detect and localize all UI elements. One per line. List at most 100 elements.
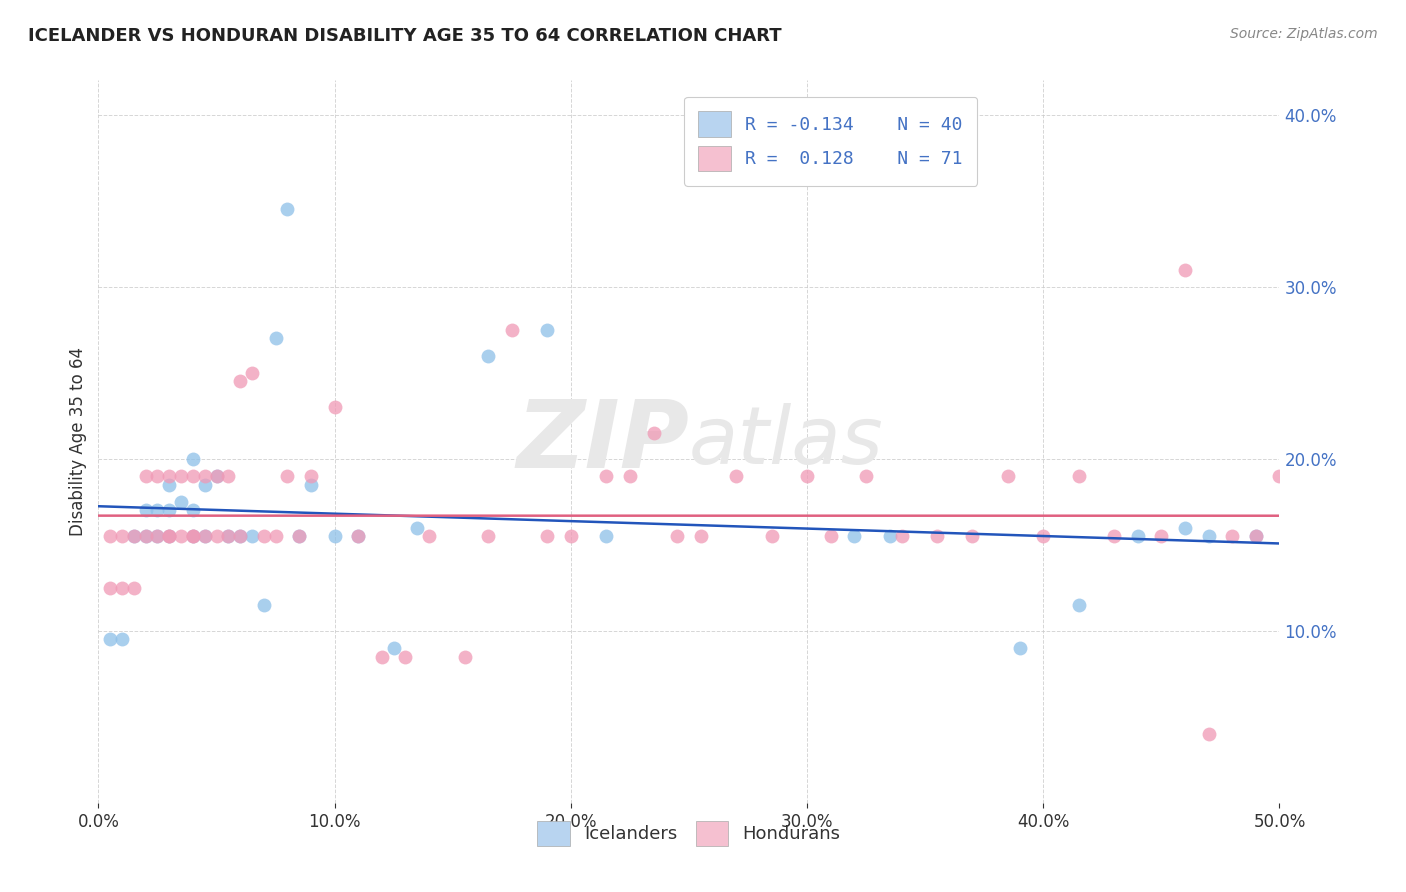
- Hondurans: [122, 529, 145, 543]
- Hondurans: [855, 469, 877, 483]
- Hondurans: [323, 400, 346, 414]
- Icelanders: [181, 451, 204, 466]
- Icelanders: [157, 529, 180, 543]
- Hondurans: [157, 469, 180, 483]
- Hondurans: [796, 469, 818, 483]
- Hondurans: [820, 529, 842, 543]
- Icelanders: [146, 529, 169, 543]
- Icelanders: [205, 469, 228, 483]
- Icelanders: [217, 529, 239, 543]
- Hondurans: [1032, 529, 1054, 543]
- Icelanders: [135, 503, 157, 517]
- Icelanders: [98, 632, 121, 647]
- Icelanders: [844, 529, 866, 543]
- Icelanders: [1008, 640, 1031, 655]
- Hondurans: [453, 649, 475, 664]
- Icelanders: [122, 529, 145, 543]
- Hondurans: [205, 469, 228, 483]
- Icelanders: [536, 323, 558, 337]
- Icelanders: [1174, 520, 1197, 534]
- Hondurans: [1292, 529, 1315, 543]
- Icelanders: [347, 529, 370, 543]
- Hondurans: [181, 469, 204, 483]
- Icelanders: [382, 640, 405, 655]
- Hondurans: [1174, 262, 1197, 277]
- Icelanders: [135, 529, 157, 543]
- Hondurans: [1339, 529, 1361, 543]
- Hondurans: [276, 469, 298, 483]
- Hondurans: [181, 529, 204, 543]
- Hondurans: [1150, 529, 1173, 543]
- Hondurans: [135, 469, 157, 483]
- Text: ICELANDER VS HONDURAN DISABILITY AGE 35 TO 64 CORRELATION CHART: ICELANDER VS HONDURAN DISABILITY AGE 35 …: [28, 27, 782, 45]
- Hondurans: [170, 529, 193, 543]
- Hondurans: [997, 469, 1019, 483]
- Hondurans: [98, 529, 121, 543]
- Icelanders: [477, 349, 499, 363]
- Icelanders: [157, 477, 180, 491]
- Hondurans: [347, 529, 370, 543]
- Hondurans: [194, 469, 217, 483]
- Hondurans: [217, 469, 239, 483]
- Hondurans: [725, 469, 748, 483]
- Legend: Icelanders, Hondurans: Icelanders, Hondurans: [524, 808, 853, 859]
- Icelanders: [170, 494, 193, 508]
- Hondurans: [157, 529, 180, 543]
- Hondurans: [1244, 529, 1267, 543]
- Hondurans: [1067, 469, 1090, 483]
- Icelanders: [276, 202, 298, 217]
- Icelanders: [240, 529, 263, 543]
- Hondurans: [288, 529, 311, 543]
- Hondurans: [1268, 469, 1291, 483]
- Hondurans: [962, 529, 984, 543]
- Hondurans: [666, 529, 689, 543]
- Hondurans: [536, 529, 558, 543]
- Hondurans: [146, 469, 169, 483]
- Hondurans: [560, 529, 582, 543]
- Hondurans: [264, 529, 287, 543]
- Hondurans: [761, 529, 783, 543]
- Hondurans: [477, 529, 499, 543]
- Hondurans: [643, 425, 665, 440]
- Hondurans: [1198, 727, 1220, 741]
- Icelanders: [1126, 529, 1149, 543]
- Hondurans: [229, 375, 252, 389]
- Hondurans: [371, 649, 394, 664]
- Hondurans: [111, 581, 134, 595]
- Text: ZIP: ZIP: [516, 395, 689, 488]
- Icelanders: [1067, 598, 1090, 612]
- Icelanders: [229, 529, 252, 543]
- Hondurans: [240, 366, 263, 380]
- Hondurans: [1220, 529, 1243, 543]
- Hondurans: [181, 529, 204, 543]
- Icelanders: [181, 529, 204, 543]
- Hondurans: [1102, 529, 1125, 543]
- Hondurans: [619, 469, 641, 483]
- Icelanders: [146, 503, 169, 517]
- Hondurans: [170, 469, 193, 483]
- Icelanders: [111, 632, 134, 647]
- Icelanders: [288, 529, 311, 543]
- Hondurans: [253, 529, 276, 543]
- Text: atlas: atlas: [689, 402, 884, 481]
- Hondurans: [689, 529, 711, 543]
- Hondurans: [299, 469, 322, 483]
- Hondurans: [394, 649, 416, 664]
- Icelanders: [1198, 529, 1220, 543]
- Hondurans: [1386, 529, 1406, 543]
- Icelanders: [299, 477, 322, 491]
- Hondurans: [418, 529, 440, 543]
- Icelanders: [181, 503, 204, 517]
- Icelanders: [253, 598, 276, 612]
- Icelanders: [323, 529, 346, 543]
- Icelanders: [595, 529, 617, 543]
- Hondurans: [157, 529, 180, 543]
- Y-axis label: Disability Age 35 to 64: Disability Age 35 to 64: [69, 347, 87, 536]
- Hondurans: [925, 529, 948, 543]
- Hondurans: [890, 529, 912, 543]
- Icelanders: [879, 529, 901, 543]
- Hondurans: [1362, 529, 1385, 543]
- Hondurans: [205, 529, 228, 543]
- Hondurans: [98, 581, 121, 595]
- Icelanders: [1244, 529, 1267, 543]
